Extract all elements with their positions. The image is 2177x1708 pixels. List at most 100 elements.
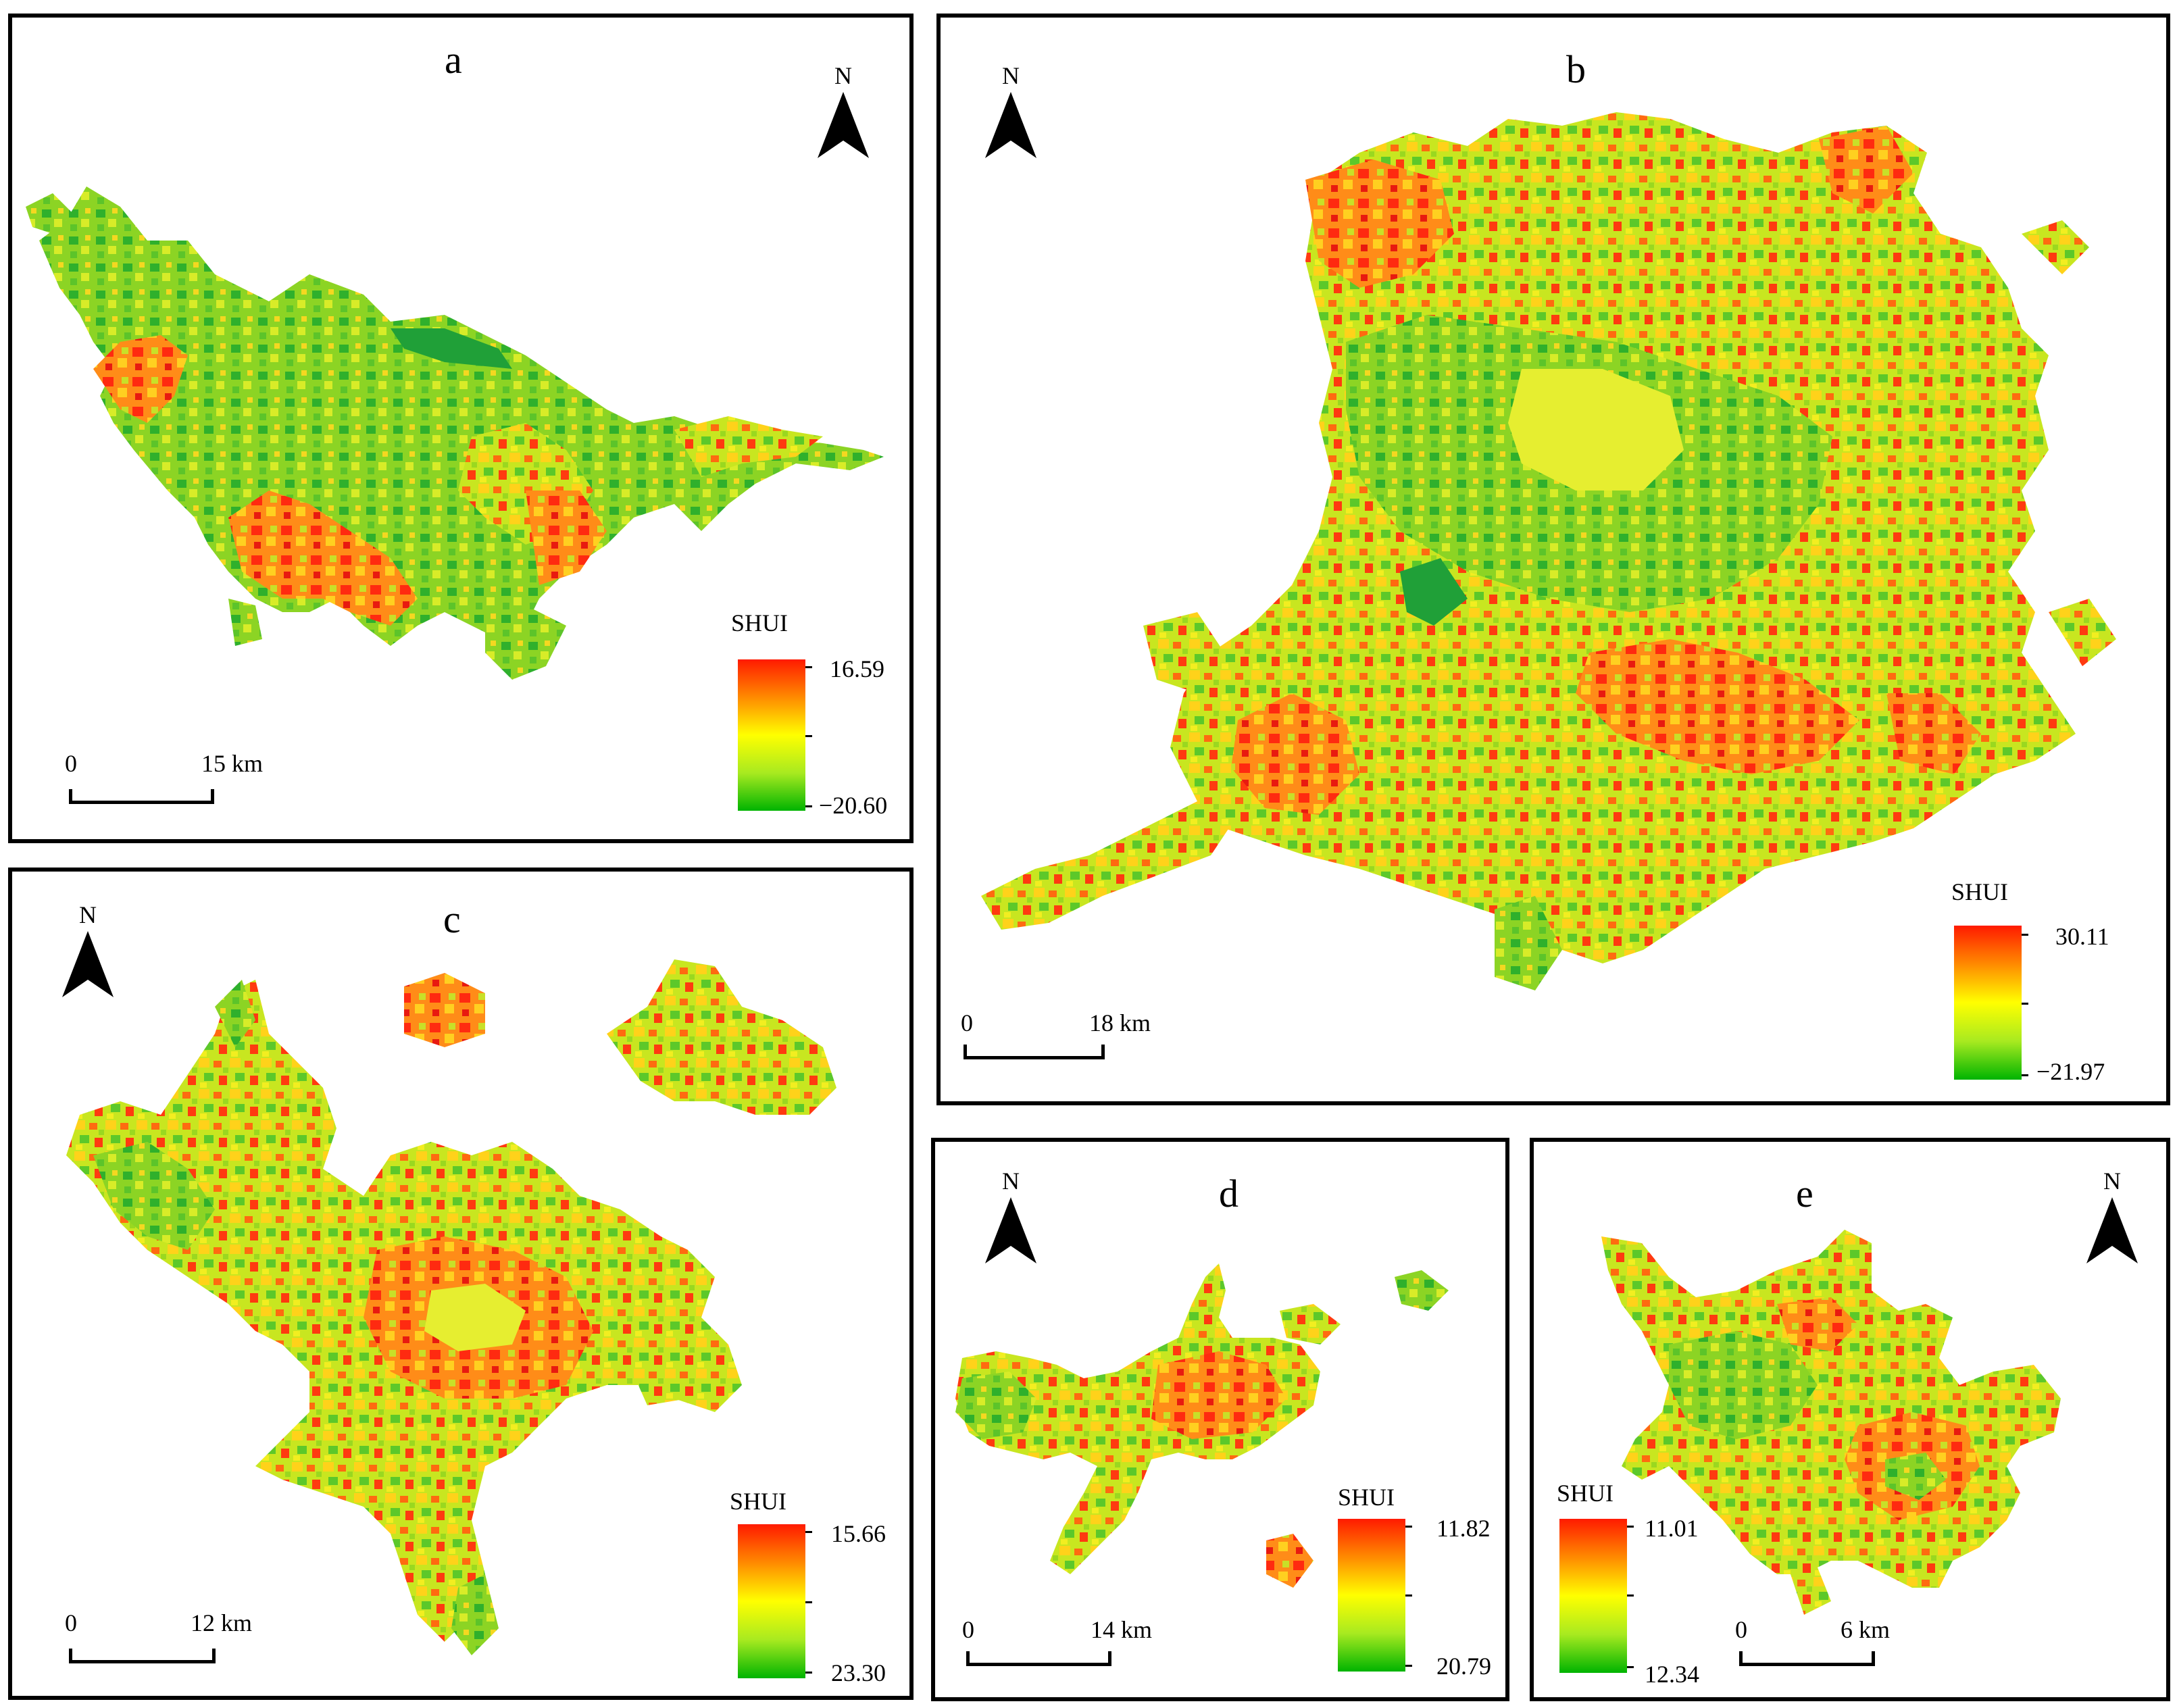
scale-line — [966, 1663, 1111, 1666]
shui-map-c — [66, 959, 836, 1655]
legend-max-value: 16.59 — [830, 655, 884, 682]
scale-tick — [1101, 1045, 1105, 1059]
north-arrow-b: N — [984, 64, 1038, 158]
shui-map-d — [955, 1263, 1449, 1588]
north-arrow-icon — [818, 92, 869, 158]
legend-title: SHUI — [1557, 1480, 1614, 1507]
legend-title: SHUI — [731, 609, 789, 636]
panel-label-d: d — [1219, 1172, 1238, 1215]
legend-min-value: 20.79 — [1436, 1653, 1491, 1680]
legend-b: SHUI 30.11 −21.97 — [1951, 880, 2147, 1096]
north-label: N — [1002, 62, 1020, 89]
map-panel-e: e N SHUI 11.01 12.34 0 6 km — [1530, 1138, 2170, 1701]
legend-d: SHUI 11.82 20.79 — [1338, 1484, 1505, 1688]
legend-color-ramp — [738, 1524, 805, 1678]
legend-min-value: 12.34 — [1645, 1661, 1699, 1688]
scale-distance-label: 14 km — [1091, 1616, 1153, 1643]
north-arrow-e: N — [2085, 1169, 2139, 1263]
panel-label-a: a — [445, 38, 462, 82]
north-label: N — [1002, 1167, 1020, 1195]
north-label: N — [834, 62, 852, 89]
north-arrow-c: N — [61, 903, 115, 997]
scale-bar-e: 0 6 km — [1734, 1617, 1936, 1692]
scale-distance-label: 15 km — [201, 750, 264, 777]
scale-bar-a: 0 15 km — [59, 751, 303, 826]
scale-zero-label: 0 — [961, 1009, 973, 1036]
legend-max-value: 11.82 — [1436, 1515, 1491, 1542]
scale-bar-d: 0 14 km — [957, 1617, 1200, 1692]
legend-tick — [1405, 1526, 1412, 1528]
legend-max-value: 15.66 — [831, 1520, 886, 1547]
north-arrow-icon — [985, 92, 1036, 158]
map-panel-d: d N SHUI 11.82 20.79 0 14 km — [931, 1138, 1509, 1701]
scale-tick — [69, 1649, 72, 1663]
legend-title: SHUI — [1338, 1484, 1395, 1511]
scale-bar-c: 0 12 km — [59, 1611, 303, 1685]
scale-line — [1739, 1663, 1875, 1666]
scale-tick — [1739, 1651, 1743, 1666]
shui-map-e — [1601, 1230, 2061, 1615]
scale-line — [69, 801, 214, 804]
scale-line — [69, 1660, 216, 1663]
legend-tick — [805, 805, 812, 807]
legend-a: SHUI 16.59 −20.60 — [731, 611, 900, 834]
legend-min-value: 23.30 — [831, 1659, 886, 1686]
legend-tick — [805, 735, 812, 737]
legend-tick — [805, 666, 812, 668]
scale-zero-label: 0 — [65, 1609, 77, 1636]
legend-tick — [805, 1672, 812, 1674]
legend-tick — [2022, 934, 2028, 936]
north-arrow-icon — [62, 931, 114, 997]
north-arrow-icon — [2086, 1197, 2138, 1263]
scale-tick — [1872, 1651, 1875, 1666]
legend-max-value: 11.01 — [1645, 1515, 1699, 1542]
legend-max-value: 30.11 — [2055, 923, 2109, 950]
panel-label-e: e — [1796, 1172, 1813, 1215]
scale-tick — [211, 789, 214, 804]
panel-label-c: c — [443, 897, 461, 941]
legend-color-ramp — [738, 659, 805, 811]
legend-color-ramp — [1338, 1519, 1405, 1672]
legend-tick — [805, 1531, 812, 1533]
legend-tick — [1405, 1665, 1412, 1667]
legend-title: SHUI — [730, 1488, 787, 1515]
legend-tick — [1627, 1666, 1634, 1668]
legend-tick — [805, 1601, 812, 1603]
scale-distance-label: 12 km — [191, 1609, 253, 1636]
shui-map-b — [981, 112, 2116, 990]
scale-zero-label: 0 — [65, 750, 77, 777]
map-panel-a: a N SHUI 16.59 −20.60 0 15 km — [8, 14, 914, 843]
legend-tick — [1627, 1526, 1634, 1528]
scale-bar-b: 0 18 km — [957, 1011, 1200, 1085]
scale-distance-label: 18 km — [1089, 1009, 1151, 1036]
scale-zero-label: 0 — [1735, 1616, 1747, 1643]
north-arrow-d: N — [984, 1169, 1038, 1263]
legend-title: SHUI — [1951, 878, 2009, 905]
scale-tick — [69, 789, 72, 804]
map-panel-b: b N SHUI 30.11 −21.97 0 18 km — [936, 14, 2170, 1105]
scale-zero-label: 0 — [962, 1616, 974, 1643]
scale-tick — [212, 1649, 216, 1663]
north-arrow-icon — [985, 1197, 1036, 1263]
legend-min-value: −21.97 — [2036, 1058, 2105, 1085]
legend-c: SHUI 15.66 23.30 — [730, 1489, 899, 1696]
legend-tick — [1405, 1594, 1412, 1597]
legend-color-ramp — [1559, 1519, 1627, 1673]
legend-color-ramp — [1954, 926, 2022, 1080]
scale-tick — [1108, 1651, 1111, 1666]
scale-tick — [966, 1651, 970, 1666]
north-label: N — [79, 901, 97, 928]
north-label: N — [2103, 1167, 2121, 1195]
shui-map-a — [26, 186, 884, 680]
legend-tick — [2022, 1003, 2028, 1005]
legend-tick — [1627, 1594, 1634, 1597]
scale-line — [964, 1056, 1105, 1059]
legend-min-value: −20.60 — [819, 792, 888, 819]
legend-e: SHUI 11.01 12.34 — [1557, 1481, 1732, 1690]
scale-tick — [964, 1045, 967, 1059]
panel-label-b: b — [1566, 47, 1586, 91]
map-panel-c: c N SHUI 15.66 23.30 0 12 km — [8, 868, 914, 1700]
scale-distance-label: 6 km — [1841, 1616, 1891, 1643]
legend-tick — [2022, 1074, 2028, 1076]
north-arrow-a: N — [816, 64, 870, 158]
